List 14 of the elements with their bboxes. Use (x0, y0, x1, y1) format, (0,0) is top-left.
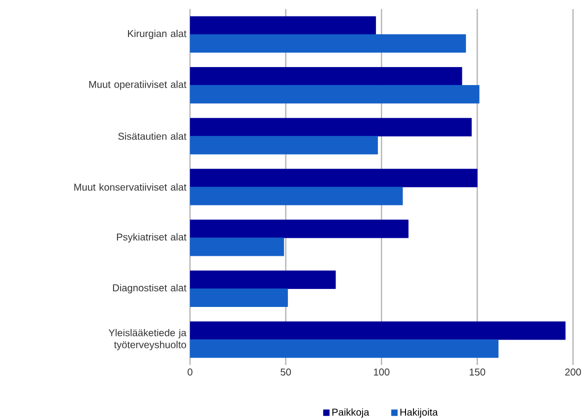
y-tick-label: Psykiatriset alat (116, 233, 186, 242)
x-tick-label: 200 (565, 368, 581, 376)
y-tick-label: Yleislääketiede ja työterveyshuolto (108, 328, 186, 350)
legend-label: Paikkoja (332, 408, 370, 418)
legend-label: Hakijoita (400, 408, 438, 418)
y-tick-label: Kirurgian alat (128, 30, 186, 40)
y-tick-label: Muut operatiiviset alat (89, 80, 186, 90)
y-tick-label: Sisätautien alat (118, 132, 186, 140)
x-tick-label: 100 (374, 368, 390, 376)
x-tick-label: 50 (280, 368, 291, 376)
x-tick-label: 0 (188, 368, 192, 376)
y-tick-label: Muut konservatiiviset alat (74, 183, 186, 191)
y-tick-label: Diagnostiset alat (113, 284, 186, 294)
x-tick-label: 150 (470, 368, 486, 376)
